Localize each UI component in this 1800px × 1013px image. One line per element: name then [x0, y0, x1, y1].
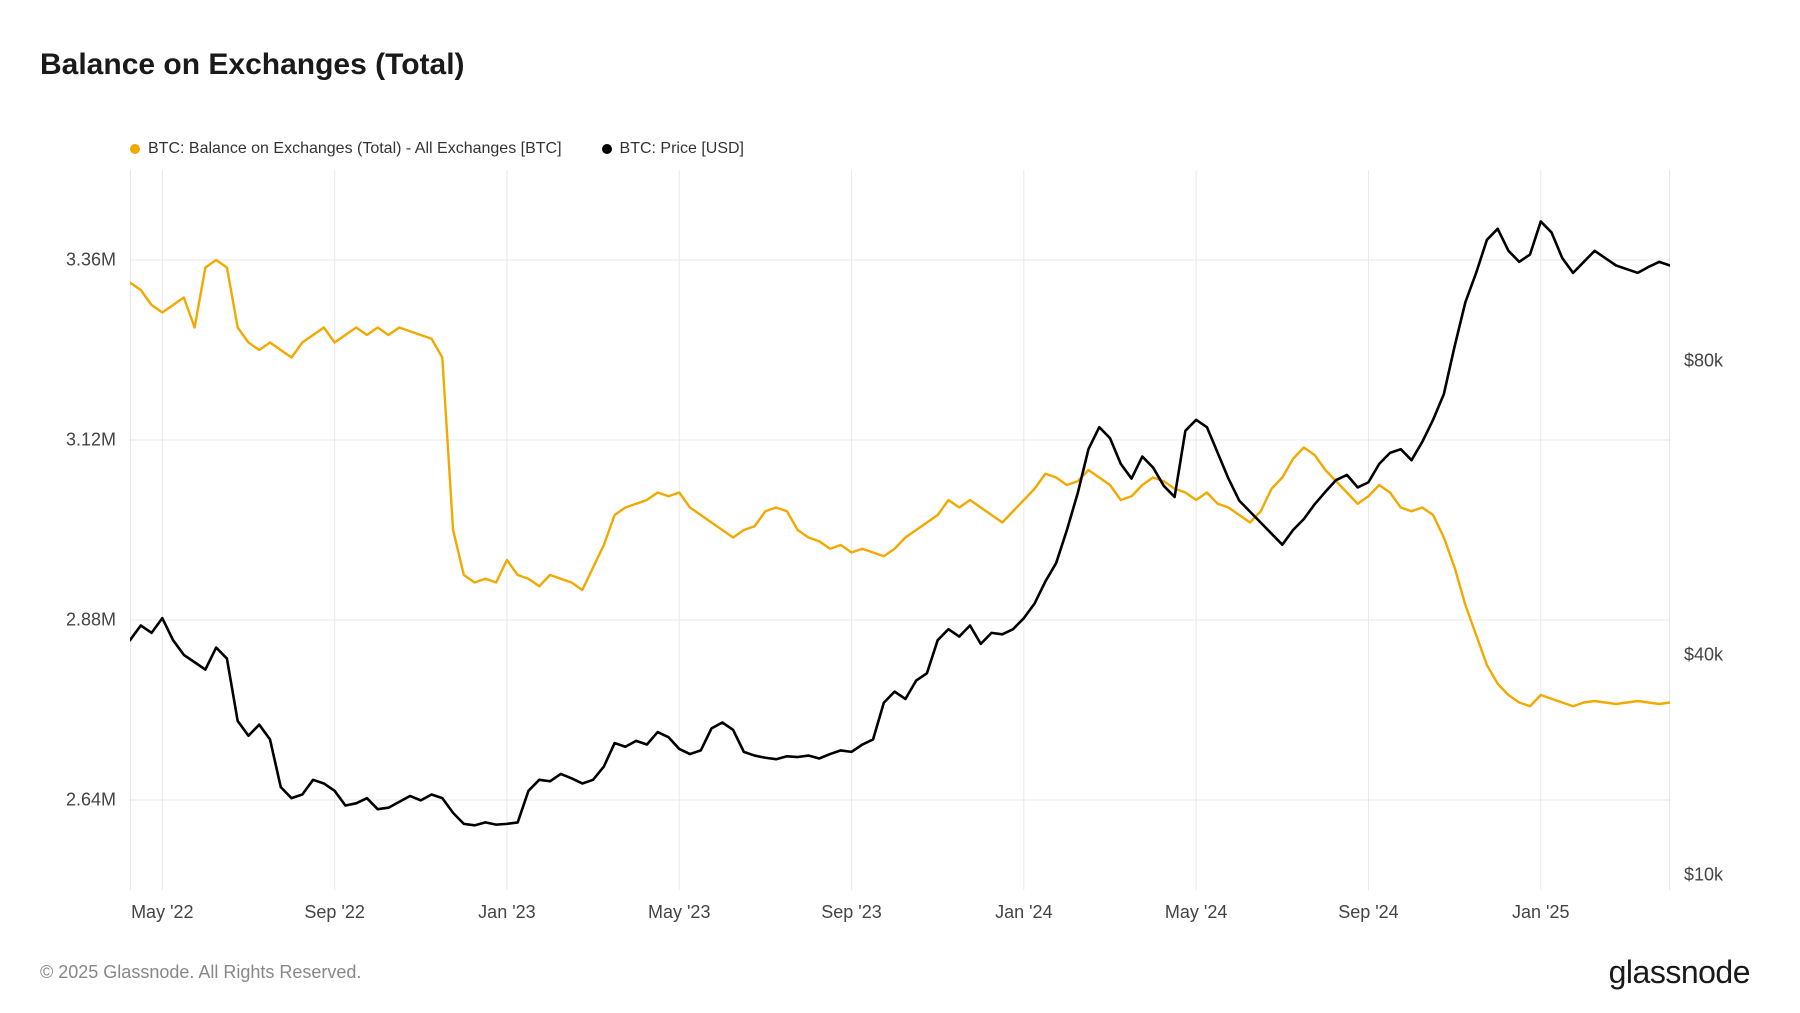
chart-plot-area: 2.64M2.88M3.12M3.36M$10k$40k$80kMay '22S…	[130, 170, 1670, 890]
x-axis-tick: Jan '25	[1512, 902, 1569, 923]
copyright-footer: © 2025 Glassnode. All Rights Reserved.	[40, 962, 361, 983]
x-axis-tick: May '24	[1165, 902, 1227, 923]
x-axis-tick: Sep '22	[304, 902, 365, 923]
legend: BTC: Balance on Exchanges (Total) - All …	[130, 140, 744, 158]
y-axis-left-tick: 2.88M	[66, 610, 116, 631]
legend-label-price: BTC: Price [USD]	[620, 140, 744, 158]
y-axis-left-tick: 2.64M	[66, 790, 116, 811]
x-axis-tick: Jan '23	[478, 902, 535, 923]
y-axis-left-tick: 3.12M	[66, 430, 116, 451]
y-axis-right-tick: $80k	[1684, 351, 1723, 372]
legend-label-balance: BTC: Balance on Exchanges (Total) - All …	[148, 140, 562, 158]
legend-dot-balance	[130, 144, 140, 154]
legend-dot-price	[602, 144, 612, 154]
y-axis-right-tick: $10k	[1684, 865, 1723, 886]
brand-logo: glassnode	[1609, 954, 1750, 991]
x-axis-tick: May '22	[131, 902, 193, 923]
x-axis-tick: Jan '24	[995, 902, 1052, 923]
legend-item-balance: BTC: Balance on Exchanges (Total) - All …	[130, 140, 562, 158]
chart-title: Balance on Exchanges (Total)	[40, 48, 465, 82]
x-axis-tick: May '23	[648, 902, 710, 923]
y-axis-right-tick: $40k	[1684, 644, 1723, 665]
chart-container: Balance on Exchanges (Total) BTC: Balanc…	[0, 0, 1800, 1013]
x-axis-tick: Sep '24	[1338, 902, 1399, 923]
y-axis-left-tick: 3.36M	[66, 250, 116, 271]
legend-item-price: BTC: Price [USD]	[602, 140, 744, 158]
x-axis-tick: Sep '23	[821, 902, 882, 923]
chart-svg	[130, 170, 1670, 890]
